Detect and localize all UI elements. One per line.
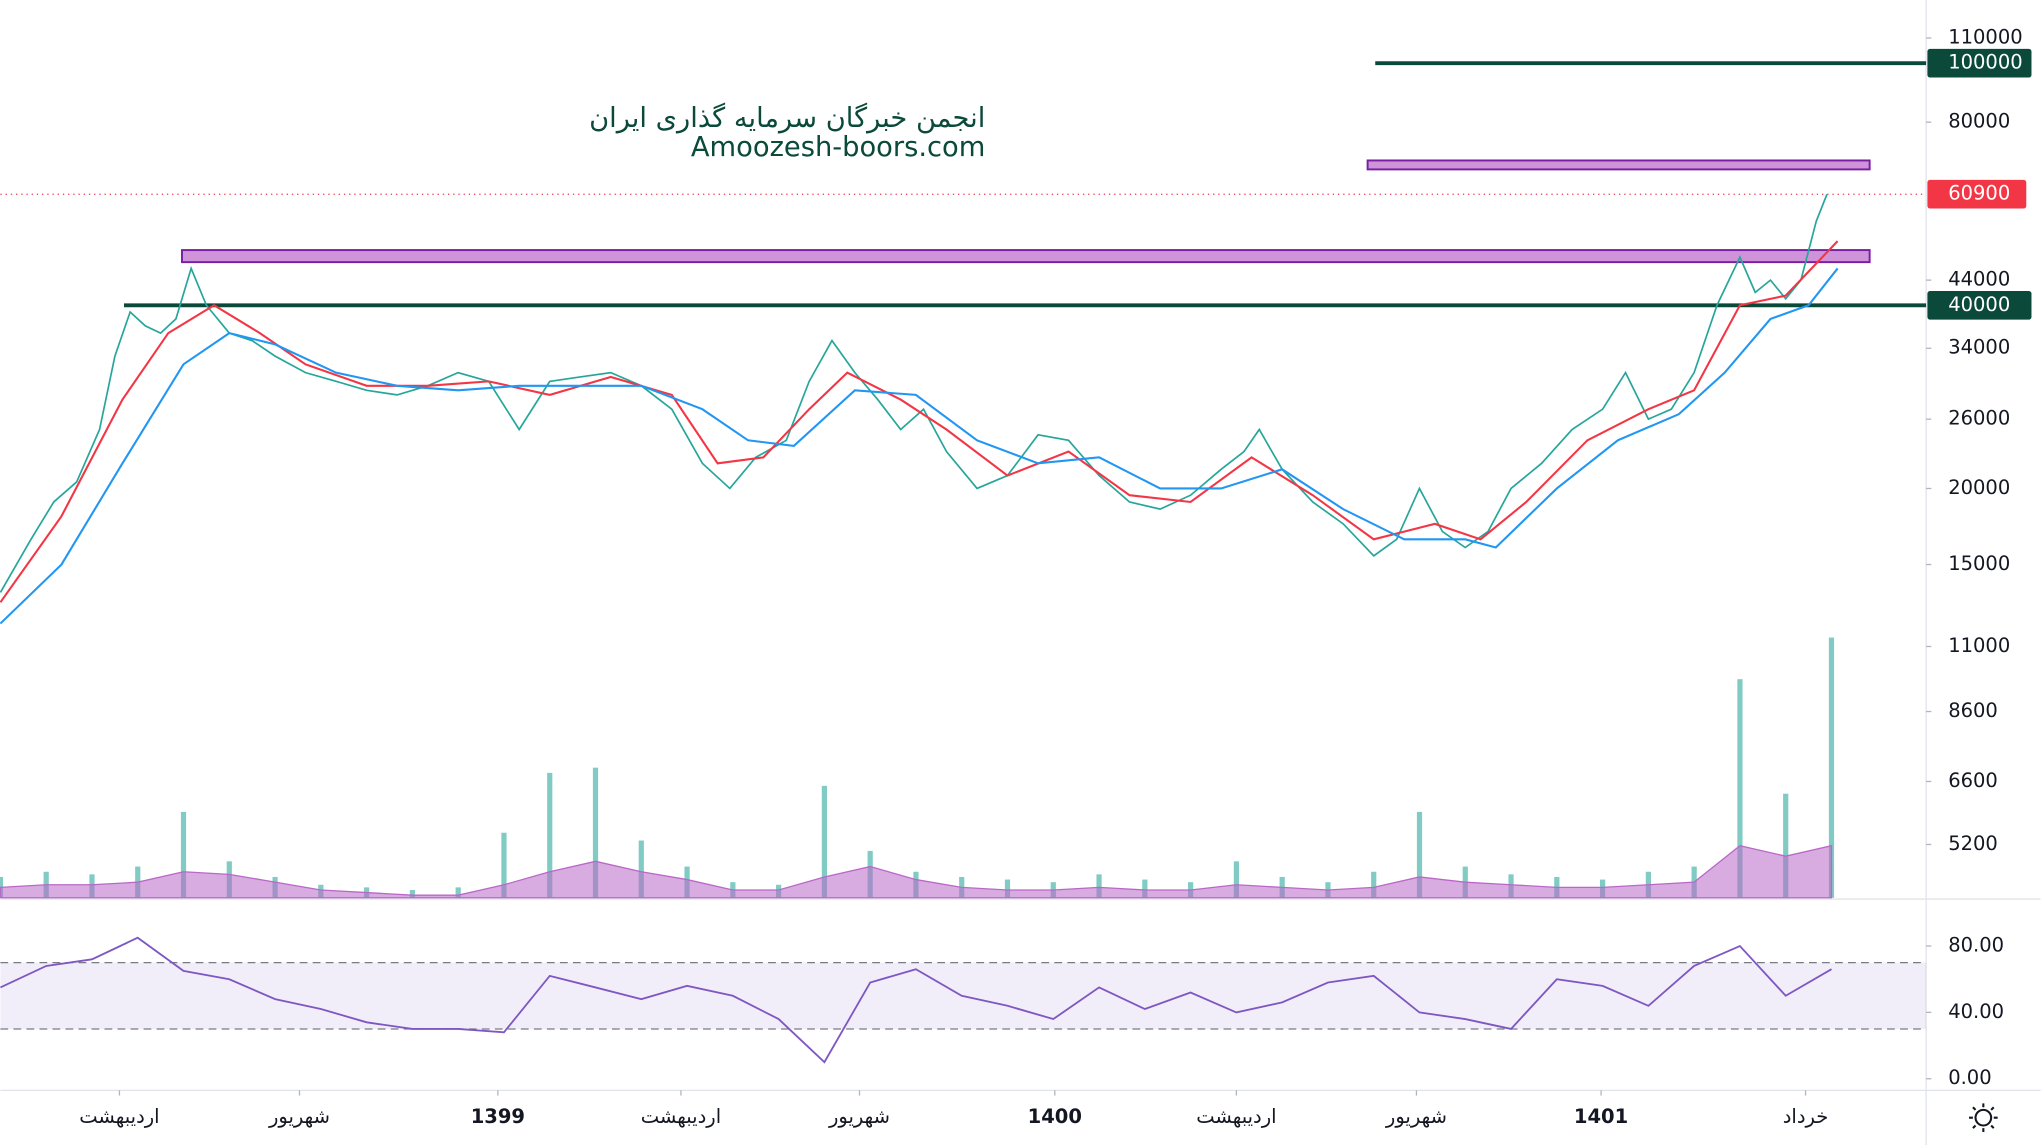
x-tick-label: 1399 (471, 1105, 525, 1128)
volume-bar (1416, 811, 1423, 898)
level-label: 100000 (1948, 51, 2022, 74)
y-tick-label: 20000 (1948, 476, 2010, 499)
y-tick-label: 80000 (1948, 110, 2010, 133)
volume-bar (1004, 879, 1011, 898)
y-tick-label: 11000 (1948, 634, 2010, 657)
y-tick-label: 8600 (1948, 699, 1998, 722)
volume-bar (1828, 637, 1835, 898)
x-tick-label: اردیبهشت (641, 1105, 721, 1128)
zone (1366, 159, 1871, 171)
zone (181, 249, 1871, 264)
x-tick-label: شهریور (1385, 1105, 1447, 1128)
volume-bar (1233, 861, 1239, 898)
rsi-line (0, 936, 1832, 1064)
y-tick-label: 40.00 (1948, 1000, 2004, 1023)
x-tick-label: اردیبهشت (79, 1105, 159, 1128)
volume-bar (1142, 879, 1148, 898)
y-tick-label: 26000 (1948, 407, 2010, 430)
volume-bar (501, 832, 507, 898)
y-tick-label: 5200 (1948, 832, 1998, 855)
volume-bar (1371, 871, 1377, 898)
x-tick-label: اردیبهشت (1196, 1105, 1276, 1128)
volume-bar (638, 840, 644, 898)
volume-bar (409, 889, 416, 898)
y-tick-label: 44000 (1948, 268, 2010, 291)
price-line (0, 267, 1839, 625)
volume-bar (1096, 874, 1102, 898)
y-tick-label: 110000 (1948, 25, 2022, 48)
layers: اردیبهشت شهریور 1399 اردیبهشت شهریور 1400 اردی… (0, 25, 2032, 1128)
volume-bar (547, 772, 553, 898)
watermark-title: انجمن خبرگان سرمایه گذاری ایران (589, 102, 985, 134)
volume-bar (592, 767, 599, 898)
volume-bar (1783, 793, 1789, 898)
volume-bar (455, 887, 461, 898)
y-tick-label: 80.00 (1948, 934, 2004, 957)
level-label-box (1927, 290, 2032, 320)
last-price-label: 60900 (1948, 182, 2010, 205)
watermark-url: Amoozesh-boors.com (691, 132, 985, 163)
volume-ma-area (0, 844, 1833, 899)
price-line (0, 240, 1839, 603)
x-tick-label: شهریور (828, 1105, 890, 1128)
level-label: 40000 (1948, 293, 2010, 316)
y-tick-label: 6600 (1948, 769, 1998, 792)
y-tick-label: 34000 (1948, 336, 2010, 359)
last-price-box (1927, 179, 2027, 209)
x-tick-label: خرداد (1783, 1105, 1829, 1128)
level-label-box (1927, 48, 2032, 78)
x-tick-label: 1401 (1574, 1105, 1628, 1128)
volume-bar (1737, 679, 1743, 898)
y-tick-label: 0.00 (1948, 1066, 1991, 1089)
x-tick-label: شهریور (268, 1105, 330, 1128)
settings-icon[interactable] (1969, 1103, 1998, 1132)
y-tick-label: 15000 (1948, 552, 2010, 575)
volume-bar (180, 811, 187, 898)
x-tick-label: 1400 (1028, 1105, 1082, 1128)
volume-bar (821, 785, 827, 898)
